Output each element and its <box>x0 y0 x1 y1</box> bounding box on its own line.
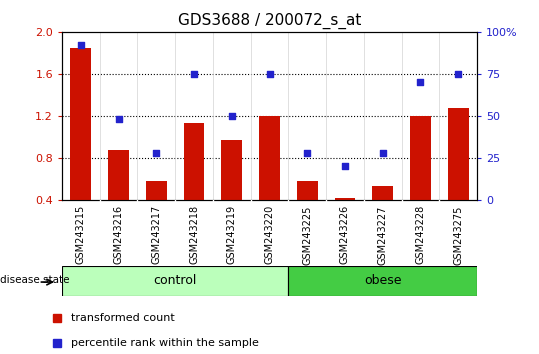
Point <box>303 150 312 156</box>
Text: GSM243227: GSM243227 <box>378 205 388 265</box>
Text: transformed count: transformed count <box>71 313 175 323</box>
Point <box>454 71 462 77</box>
Text: control: control <box>154 274 197 287</box>
Point <box>152 150 161 156</box>
Point <box>341 164 349 169</box>
Point <box>114 116 123 122</box>
Point <box>378 150 387 156</box>
Bar <box>410 116 431 200</box>
Text: GSM243228: GSM243228 <box>416 205 425 264</box>
Text: GSM243275: GSM243275 <box>453 205 463 265</box>
Text: obese: obese <box>364 274 402 287</box>
Point <box>190 71 198 77</box>
Bar <box>297 181 317 200</box>
Text: disease state: disease state <box>0 275 70 285</box>
Text: GSM243220: GSM243220 <box>265 205 274 264</box>
Point <box>227 113 236 119</box>
Bar <box>335 198 355 200</box>
Text: GSM243219: GSM243219 <box>227 205 237 264</box>
Text: GSM243215: GSM243215 <box>76 205 86 264</box>
Text: percentile rank within the sample: percentile rank within the sample <box>71 338 259 348</box>
Text: GSM243217: GSM243217 <box>151 205 161 264</box>
Text: GSM243218: GSM243218 <box>189 205 199 264</box>
Bar <box>71 48 91 200</box>
Bar <box>222 140 242 200</box>
Bar <box>288 266 477 296</box>
Bar <box>108 149 129 200</box>
Bar <box>448 108 468 200</box>
Bar <box>62 266 288 296</box>
Point <box>77 42 85 48</box>
Bar <box>184 123 204 200</box>
Text: GSM243225: GSM243225 <box>302 205 312 265</box>
Text: GSM243226: GSM243226 <box>340 205 350 264</box>
Bar <box>146 181 167 200</box>
Bar <box>259 116 280 200</box>
Point <box>416 80 425 85</box>
Title: GDS3688 / 200072_s_at: GDS3688 / 200072_s_at <box>178 13 361 29</box>
Bar <box>372 186 393 200</box>
Point <box>265 71 274 77</box>
Text: GSM243216: GSM243216 <box>114 205 123 264</box>
